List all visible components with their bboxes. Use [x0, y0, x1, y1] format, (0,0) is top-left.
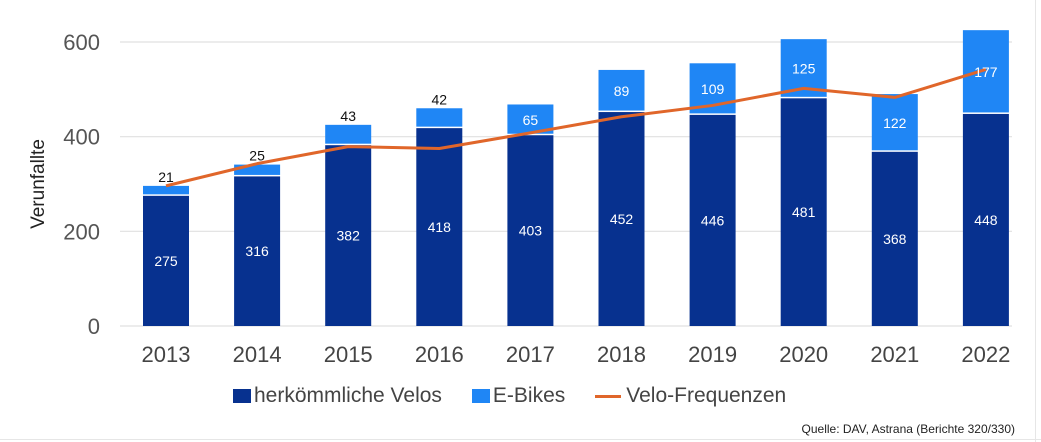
data-label-e-bikes: 25	[249, 148, 265, 164]
legend-label: Velo-Frequenzen	[626, 384, 787, 407]
y-tick-label: 400	[63, 125, 100, 150]
legend-swatch-velo-frequenzen	[595, 394, 622, 398]
x-tick-label: 2019	[688, 342, 737, 367]
data-label-e-bikes: 43	[340, 108, 356, 124]
line-series	[165, 68, 987, 188]
bar-e-bikes	[416, 108, 463, 127]
x-tick-label: 2013	[142, 342, 191, 367]
data-label-herkoemmliche-velos: 452	[610, 211, 634, 227]
bar-herkoemmliche-velos	[325, 145, 372, 326]
y-tick-label: 200	[63, 219, 100, 244]
legend-item-e-bikes[interactable]: E-Bikes	[471, 384, 566, 408]
bar-herkoemmliche-velos	[780, 98, 827, 327]
legend-swatch-e-bikes	[471, 389, 490, 403]
legend-item-velo-frequenzen[interactable]: Velo-Frequenzen	[595, 384, 786, 408]
bars	[143, 30, 1009, 327]
data-label-herkoemmliche-velos: 275	[154, 253, 178, 269]
x-tick-label: 2020	[779, 342, 828, 367]
data-label-herkoemmliche-velos: 446	[701, 212, 725, 228]
bar-e-bikes	[143, 185, 189, 195]
data-label-e-bikes: 122	[883, 115, 907, 131]
y-tick-label: 0	[88, 314, 100, 339]
x-tick-label: 2017	[506, 342, 555, 367]
x-tick-label: 2015	[324, 342, 373, 367]
legend-label: herkömmliche Velos	[254, 384, 442, 407]
data-label-e-bikes: 21	[158, 169, 174, 185]
bar-herkoemmliche-velos	[598, 112, 645, 326]
x-tick-label: 2014	[233, 342, 282, 367]
source-note: Quelle: DAV, Astrana (Berichte 320/330)	[801, 422, 1015, 436]
bar-e-bikes	[234, 164, 281, 175]
bar-e-bikes	[598, 69, 645, 111]
bar-herkoemmliche-velos	[962, 113, 1009, 327]
x-tick-label: 2022	[961, 342, 1010, 367]
bar-herkoemmliche-velos	[507, 135, 554, 326]
frame-border-bottom	[0, 439, 1041, 440]
data-label-e-bikes: 177	[974, 64, 998, 80]
y-axis-ticks: 0 200 400 600	[63, 30, 100, 339]
data-label-herkoemmliche-velos: 368	[883, 231, 907, 247]
bar-herkoemmliche-velos	[689, 114, 736, 326]
legend-item-herkoemmliche-velos[interactable]: herkömmliche Velos	[233, 384, 442, 408]
data-label-herkoemmliche-velos: 448	[974, 212, 998, 228]
data-label-herkoemmliche-velos: 418	[428, 219, 452, 235]
x-tick-label: 2018	[597, 342, 646, 367]
line-velo-frequenzen	[165, 68, 987, 188]
data-label-herkoemmliche-velos: 403	[519, 223, 543, 239]
data-label-herkoemmliche-velos: 481	[792, 204, 816, 220]
y-axis-label: Verunfallte	[28, 139, 49, 229]
data-label-e-bikes: 42	[432, 91, 448, 107]
data-label-e-bikes: 89	[614, 83, 630, 99]
data-label-e-bikes: 125	[792, 61, 816, 77]
bar-herkoemmliche-velos	[143, 195, 189, 326]
bar-e-bikes	[871, 94, 918, 151]
legend-swatch-herkoemmliche-velos	[233, 389, 251, 403]
frame-border-right	[1035, 0, 1036, 442]
bar-herkoemmliche-velos	[234, 176, 281, 326]
bar-e-bikes	[325, 124, 372, 144]
data-label-herkoemmliche-velos: 316	[245, 243, 269, 259]
legend-label: E-Bikes	[492, 384, 566, 407]
bar-herkoemmliche-velos	[871, 151, 918, 326]
bar-e-bikes	[962, 30, 1009, 113]
x-tick-label: 2021	[870, 342, 919, 367]
data-label-herkoemmliche-velos: 382	[337, 228, 361, 244]
x-axis-ticks: 2013 2014 2015 2016 2017 2018 2019 2020 2021 2022	[142, 342, 1011, 367]
legend: herkömmliche Velos E-Bikes Velo-Frequenz…	[233, 384, 816, 408]
data-label-e-bikes: 109	[701, 81, 725, 97]
y-tick-label: 600	[63, 30, 100, 55]
data-labels: 275 21 316 25 382 43 418 42 403 65 452 89 446 109 481 1…	[154, 61, 997, 269]
data-label-e-bikes: 65	[523, 112, 539, 128]
bar-herkoemmliche-velos	[416, 128, 463, 326]
x-tick-label: 2016	[415, 342, 464, 367]
